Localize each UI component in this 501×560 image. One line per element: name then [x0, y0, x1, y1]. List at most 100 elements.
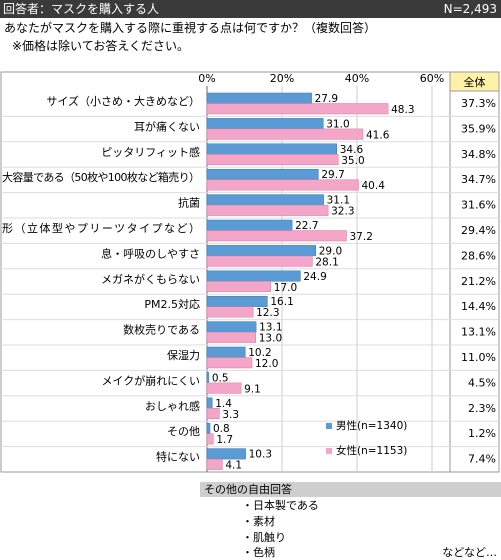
data-label-female: 9.1 — [244, 383, 261, 395]
total-value: 13.1% — [461, 326, 496, 339]
category-label: 大容量である（50枚や100枚など箱売り） — [2, 170, 200, 184]
data-label-female: 48.3 — [391, 104, 414, 116]
bar-female — [206, 458, 223, 470]
question-text: あなたがマスクを購入する際に重視する点は何ですか？（複数回答） — [4, 21, 377, 35]
category-label: 形（立体型やプリーツタイプなど） — [2, 221, 200, 235]
data-label-male: 13.1 — [259, 322, 282, 334]
header-bar: 回答者：マスクを購入する人 N=2,493 — [0, 0, 501, 18]
bar-female — [206, 230, 347, 242]
total-header-cell — [449, 71, 500, 92]
data-label-male: 10.3 — [249, 449, 272, 461]
data-label-male: 16.1 — [270, 296, 293, 308]
total-value: 29.4% — [461, 224, 496, 237]
bar-male — [206, 245, 316, 257]
bar-male — [206, 295, 268, 307]
data-label-female: 4.1 — [225, 460, 242, 472]
total-value: 4.5% — [468, 376, 496, 389]
total-value: 37.3% — [461, 97, 496, 110]
bar-female — [206, 357, 253, 369]
etc-label: などなど… — [442, 546, 497, 559]
bar-male — [206, 219, 293, 231]
total-value: 2.3% — [468, 402, 496, 415]
bar-female — [206, 255, 313, 267]
total-value: 34.7% — [461, 173, 496, 186]
legend-label: 女性(n=1153) — [336, 444, 407, 457]
bar-male — [206, 194, 324, 206]
data-label-female: 3.3 — [222, 409, 239, 421]
data-label-female: 13.0 — [259, 333, 282, 345]
category-label: 数枚売りである — [123, 323, 200, 337]
bar-female — [206, 204, 329, 216]
other-answer-item: 肌触り — [242, 531, 286, 545]
data-label-male: 31.0 — [326, 118, 349, 130]
data-label-female: 17.0 — [274, 282, 297, 294]
bar-female — [206, 306, 254, 318]
other-answer-item: 日本製である — [242, 499, 319, 513]
data-label-male: 0.8 — [213, 423, 230, 435]
data-label-female: 12.3 — [256, 307, 279, 319]
data-label-male: 29.7 — [321, 169, 344, 181]
bar-male — [206, 143, 337, 155]
bar-female — [206, 128, 364, 140]
price-note: ※価格は除いてお答えください。 — [12, 39, 189, 53]
bar-female — [206, 179, 359, 191]
bar-male — [206, 346, 246, 358]
total-header: 全体 — [464, 75, 486, 89]
category-label: PM2.5対応 — [144, 297, 200, 311]
category-label: 特にない — [156, 450, 200, 464]
category-label: 抗菌 — [178, 196, 200, 210]
category-label: 息・呼吸のしやすさ — [101, 246, 200, 260]
x-tick-label: 0% — [198, 72, 215, 85]
other-answers-title: その他の自由回答 — [200, 482, 501, 497]
x-tick-label: 40% — [345, 72, 369, 85]
total-value: 21.2% — [461, 275, 496, 288]
data-label-female: 40.4 — [362, 180, 386, 192]
data-label-female: 12.0 — [255, 358, 278, 370]
bar-male — [206, 168, 319, 180]
bar-female — [206, 154, 339, 166]
data-label-male: 27.9 — [315, 93, 338, 105]
total-value: 28.6% — [461, 249, 496, 262]
data-label-male: 0.5 — [212, 372, 229, 384]
total-value: 34.8% — [461, 148, 496, 161]
data-label-female: 41.6 — [366, 129, 390, 141]
plot-frame — [0, 71, 500, 473]
total-value: 35.9% — [461, 122, 496, 135]
legend-label: 男性(n=1340) — [336, 419, 407, 432]
category-label: 保湿力 — [167, 348, 200, 362]
bar-male — [206, 448, 246, 460]
bar-male — [206, 321, 257, 333]
data-label-male: 10.2 — [248, 347, 271, 359]
data-label-female: 32.3 — [331, 206, 354, 218]
bar-female — [206, 408, 220, 420]
total-value: 1.2% — [468, 427, 496, 440]
data-label-female: 1.7 — [216, 434, 233, 446]
category-label: その他 — [167, 425, 200, 438]
x-tick-label: 20% — [270, 72, 294, 85]
category-label: おしゃれ感 — [145, 400, 200, 413]
bar-female — [206, 103, 389, 115]
bar-male — [206, 270, 301, 282]
data-label-male: 1.4 — [215, 398, 232, 410]
data-label-female: 37.2 — [350, 231, 373, 243]
bar-female — [206, 331, 256, 343]
respondents-label: 回答者：マスクを購入する人 — [3, 2, 160, 16]
total-value: 7.4% — [468, 453, 496, 466]
other-answer-item: 素材 — [242, 515, 275, 529]
category-label: 耳が痛くない — [134, 119, 200, 133]
category-label: ピッタリフィット感 — [101, 146, 200, 159]
bar-male — [206, 397, 213, 409]
other-answers-box: その他の自由回答 日本製である 素材 肌触り 色柄 などなど… — [200, 482, 501, 559]
bar-male — [206, 372, 210, 384]
total-value: 31.6% — [461, 199, 496, 212]
category-label: メイクが崩れにくい — [101, 373, 200, 387]
legend-swatch — [326, 448, 332, 454]
other-answer-item: 色柄 — [242, 546, 275, 560]
data-label-female: 28.1 — [315, 256, 338, 268]
bar-female — [206, 382, 242, 394]
data-label-male: 24.9 — [303, 271, 326, 283]
bar-female — [206, 281, 271, 293]
data-label-male: 34.6 — [340, 144, 364, 156]
bar-male — [206, 118, 324, 130]
